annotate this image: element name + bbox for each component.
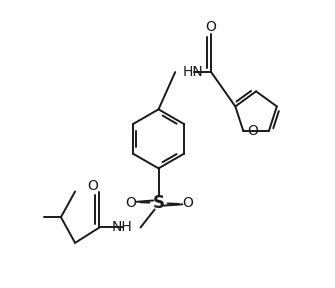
Text: O: O [206, 20, 217, 34]
Text: HN: HN [183, 65, 204, 79]
Text: O: O [125, 196, 136, 210]
Text: S: S [152, 194, 164, 212]
Text: O: O [247, 124, 258, 138]
Text: NH: NH [112, 220, 133, 234]
Text: O: O [87, 179, 98, 193]
Text: O: O [183, 196, 194, 210]
